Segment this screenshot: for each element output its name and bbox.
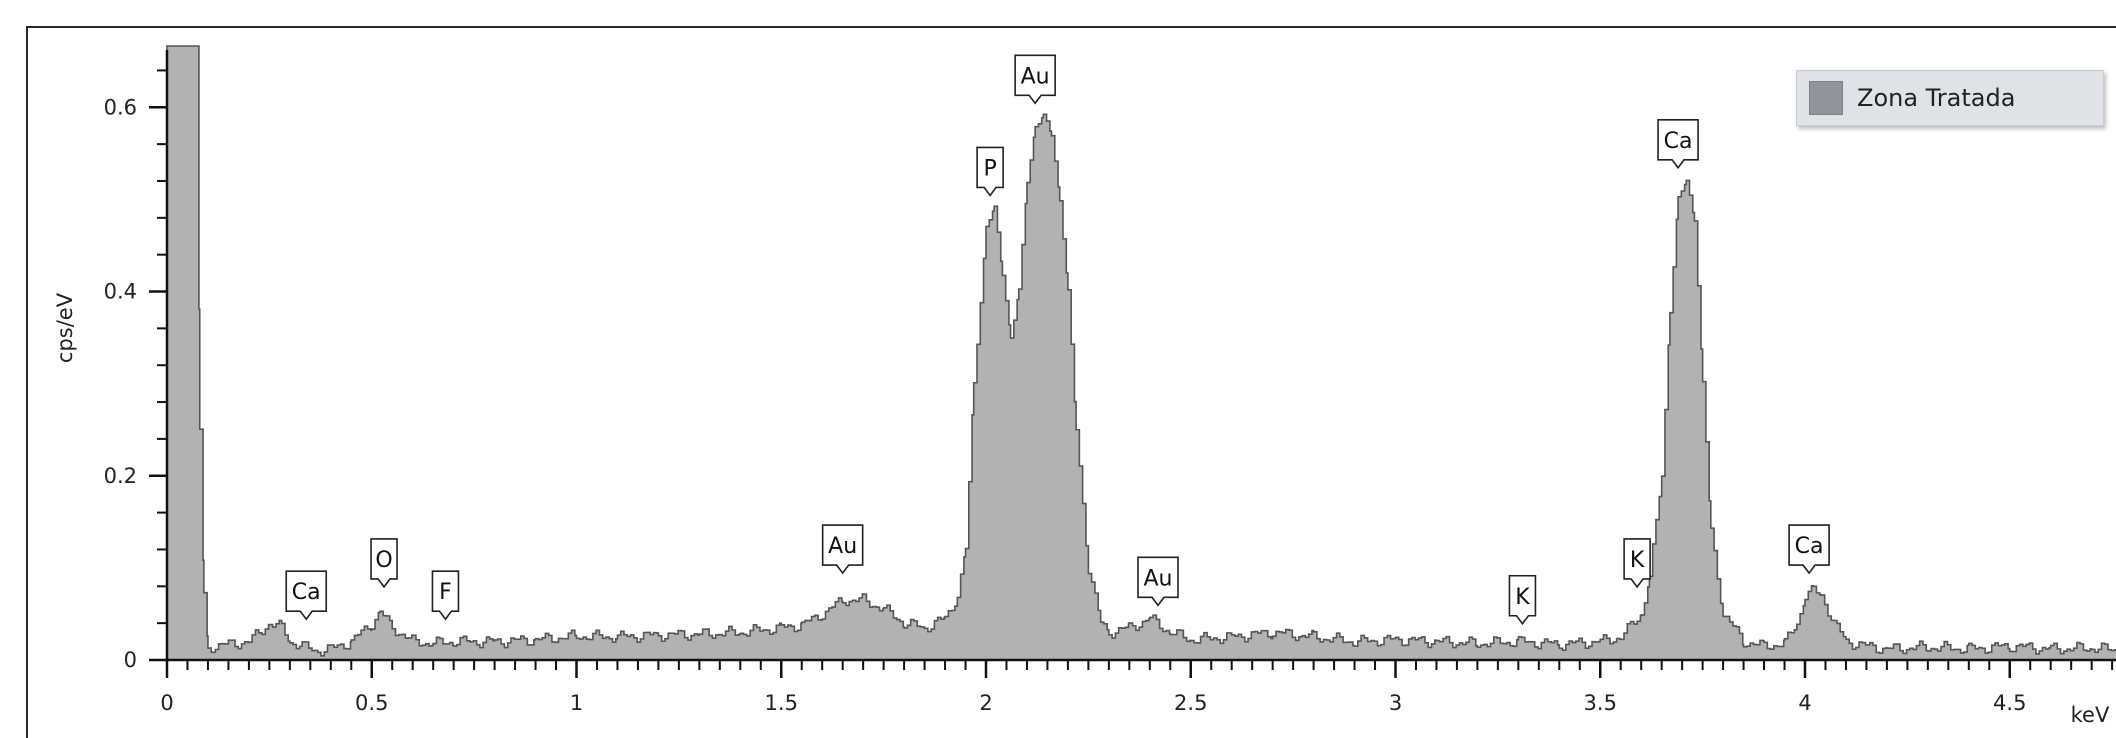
plot-frame bbox=[26, 26, 2116, 738]
peak-label-text: Au bbox=[1021, 64, 1050, 89]
peak-callout-box bbox=[431, 570, 460, 621]
peak-callout: P bbox=[976, 146, 1004, 197]
x-tick-label: 2 bbox=[979, 691, 992, 715]
x-tick-label: 3.5 bbox=[1584, 691, 1617, 715]
peak-callout: Ca bbox=[1788, 524, 1830, 575]
peak-callout: Au bbox=[1014, 54, 1056, 105]
peak-label-text: P bbox=[983, 156, 996, 181]
x-tick-label: 3 bbox=[1389, 691, 1402, 715]
plot-layer bbox=[166, 45, 2116, 661]
peak-callout: K bbox=[1508, 574, 1537, 626]
y-tick-label: 0.2 bbox=[104, 464, 137, 488]
peak-label-text: Ca bbox=[1664, 129, 1693, 154]
peak-callout-box bbox=[1014, 54, 1056, 105]
peak-label-text: O bbox=[375, 548, 392, 573]
x-tick-label: 1 bbox=[570, 691, 583, 715]
x-tick-label: 4.5 bbox=[1993, 691, 2026, 715]
peak-label-text: K bbox=[1515, 585, 1530, 610]
peak-callout-box bbox=[976, 146, 1004, 197]
peak-callout-box bbox=[1508, 574, 1537, 626]
spectrum-area bbox=[166, 45, 2116, 661]
axes: 0 0.5 1 1.5 2 2.5 3 3.5 4 4.5 0 0.2 0.4 0.6 bbox=[104, 50, 2116, 715]
legend-label: Zona Tratada bbox=[1857, 84, 2016, 112]
peak-callout-box bbox=[370, 538, 398, 589]
x-tick-label: 2.5 bbox=[1174, 691, 1207, 715]
legend-swatch bbox=[1809, 81, 1843, 115]
peak-label-text: K bbox=[1630, 548, 1645, 573]
peak-labels: Ca O F Au P Au Au K K Ca Ca bbox=[285, 54, 1830, 626]
x-tick-label: 1.5 bbox=[765, 691, 798, 715]
x-tick-label: 0 bbox=[160, 691, 173, 715]
y-axis-title: cps/eV bbox=[53, 292, 77, 363]
peak-callout-box bbox=[1137, 556, 1179, 607]
peak-callout-box bbox=[1623, 538, 1651, 589]
peak-callout: K bbox=[1623, 538, 1651, 589]
peak-callout: Au bbox=[821, 524, 864, 575]
peak-label-text: Ca bbox=[1795, 534, 1824, 559]
peak-label-text: Au bbox=[828, 534, 857, 559]
y-tick-label: 0.4 bbox=[104, 280, 137, 304]
peak-callout-box bbox=[1657, 118, 1699, 170]
peak-label-text: Ca bbox=[292, 580, 321, 605]
peak-callout: Au bbox=[1137, 556, 1179, 607]
x-axis-title: keV bbox=[2071, 703, 2110, 727]
peak-callout-box bbox=[821, 524, 864, 575]
peak-callout: Ca bbox=[1657, 118, 1699, 170]
x-tick-label: 4 bbox=[1798, 691, 1811, 715]
peak-callout: O bbox=[370, 538, 398, 589]
peak-label-text: Au bbox=[1143, 566, 1172, 591]
peak-callout-box bbox=[285, 570, 328, 621]
peak-callout-box bbox=[1788, 524, 1830, 575]
legend: Zona Tratada bbox=[1796, 70, 2104, 126]
peak-callout: F bbox=[431, 570, 460, 621]
x-tick-label: 0.5 bbox=[355, 691, 388, 715]
peak-callout: Ca bbox=[285, 570, 328, 621]
y-tick-label: 0.6 bbox=[104, 95, 137, 119]
peak-label-text: F bbox=[439, 580, 452, 605]
y-tick-label: 0 bbox=[124, 648, 137, 672]
